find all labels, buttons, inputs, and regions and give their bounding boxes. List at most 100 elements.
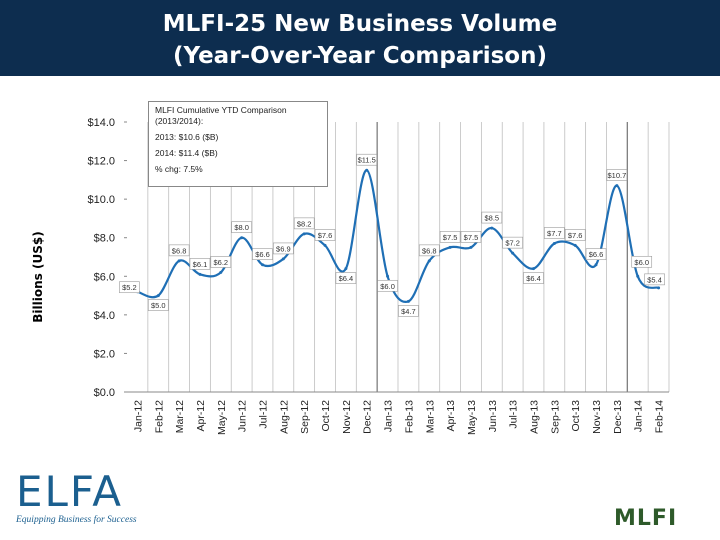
data-point [427,259,431,263]
x-tick-label: Sep-12 [299,400,311,434]
data-point [323,243,327,247]
x-tick-label: Feb-14 [654,400,666,433]
data-label: $6.4 [339,274,354,283]
data-point [406,299,410,303]
data-point [469,245,473,249]
data-label: $6.6 [589,250,604,259]
x-tick-label: Dec-13 [612,400,624,434]
data-label-box [585,248,607,261]
x-tick-label: Apr-12 [195,400,207,432]
ytd-comparison-box: MLFI Cumulative YTD Comparison (2013/201… [148,101,328,187]
data-label: $6.4 [526,274,541,283]
x-tick-label: May-13 [466,400,478,435]
data-label-box [189,258,211,270]
y-tick-label: $12.0 [87,156,115,168]
data-label: $8.2 [297,219,312,228]
data-label: $11.5 [358,156,376,165]
data-label-box [314,229,336,241]
title-bar: MLFI-25 New Business Volume (Year-Over-Y… [0,0,720,76]
x-tick-label: Nov-12 [341,400,353,434]
x-tick-label: Aug-13 [529,400,541,434]
x-tick-label: Mar-12 [174,400,186,433]
y-tick-label: $14.0 [87,117,115,129]
elfa-logo: ELFA Equipping Business for Success [16,470,176,530]
data-point [177,259,181,263]
elfa-logo-text: ELFA [16,467,123,516]
x-tick-label: Sep-13 [549,400,561,434]
x-tick-label: May-12 [216,400,228,435]
data-label-box [168,244,190,257]
data-label-box [418,244,440,257]
data-label: $5.0 [151,301,166,310]
data-label: $7.6 [318,231,333,240]
data-label-box [252,248,273,261]
data-label: $4.7 [401,307,416,316]
data-point [261,263,264,267]
data-label: $6.8 [172,246,187,255]
data-label: $7.5 [464,233,479,242]
ytd-line5: % chg: 7.5% [155,164,203,174]
data-label: $10.7 [607,171,626,180]
data-label-box [210,256,232,268]
data-label-box [481,211,503,224]
data-label: $7.2 [505,239,520,248]
y-axis-title-wrap: Billions (US$) [30,228,46,328]
x-tick-label: Jul-13 [508,400,520,429]
x-tick-label: Jul-12 [258,400,270,429]
page-title-line2: (Year-Over-Year Comparison) [173,43,547,69]
ytd-line2: (2013/2014): [155,116,204,126]
data-label-box [502,236,523,249]
y-tick-label: $10.0 [87,194,115,206]
data-label: $7.6 [568,231,583,240]
data-point [302,232,306,236]
data-point [511,251,515,255]
data-point [490,226,494,230]
data-label-box [231,221,252,234]
data-label-box [398,305,419,317]
data-label-box [523,272,544,284]
data-label-box [147,299,169,311]
x-tick-label: Aug-12 [278,400,290,434]
data-label: $8.5 [485,214,500,223]
data-label-box [544,227,565,239]
x-tick-label: Apr-13 [445,400,457,432]
data-point [344,267,348,271]
data-label: $7.7 [547,229,562,238]
data-point [636,274,640,278]
x-tick-label: Jan-13 [383,400,395,432]
data-label-box [335,272,357,284]
data-label-box [439,231,461,243]
data-label-box [377,279,398,292]
x-tick-label: Oct-13 [570,400,582,432]
y-axis-title: Billions (US$) [31,231,45,323]
data-point [573,243,577,247]
data-label-box [356,153,378,166]
data-point [594,263,598,267]
data-label: $6.0 [634,258,649,267]
data-label-box [606,169,628,181]
data-label-box [644,273,665,286]
data-point [448,245,452,249]
data-point [219,270,223,274]
data-point [240,236,244,240]
elfa-tagline: Equipping Business for Success [16,515,137,525]
y-tick-label: $2.0 [94,348,115,360]
line-chart: $0.0 $2.0 $4.0 $6.0 $8.0 $10.0 $12.0 $14.0 Jan-1… [87,117,670,435]
data-label-box [293,217,315,230]
data-label-box [119,281,140,294]
data-label: $8.0 [234,223,249,232]
data-point [552,242,556,245]
data-label-box [273,242,294,255]
ytd-line3: 2013: $10.6 ($B) [155,132,219,142]
x-tick-label: Feb-12 [153,400,165,433]
y-tick-label: $8.0 [94,233,115,245]
data-label: $6.6 [255,250,270,259]
x-tick-label: Jan-12 [132,400,144,432]
data-label: $6.0 [380,282,395,291]
data-point [657,286,661,290]
page-title-line1: MLFI-25 New Business Volume [162,11,558,37]
x-tick-label: Oct-12 [320,400,332,432]
data-label: $7.5 [443,233,458,242]
mlfi-logo-text: MLFI [614,506,678,531]
data-point [532,267,535,271]
